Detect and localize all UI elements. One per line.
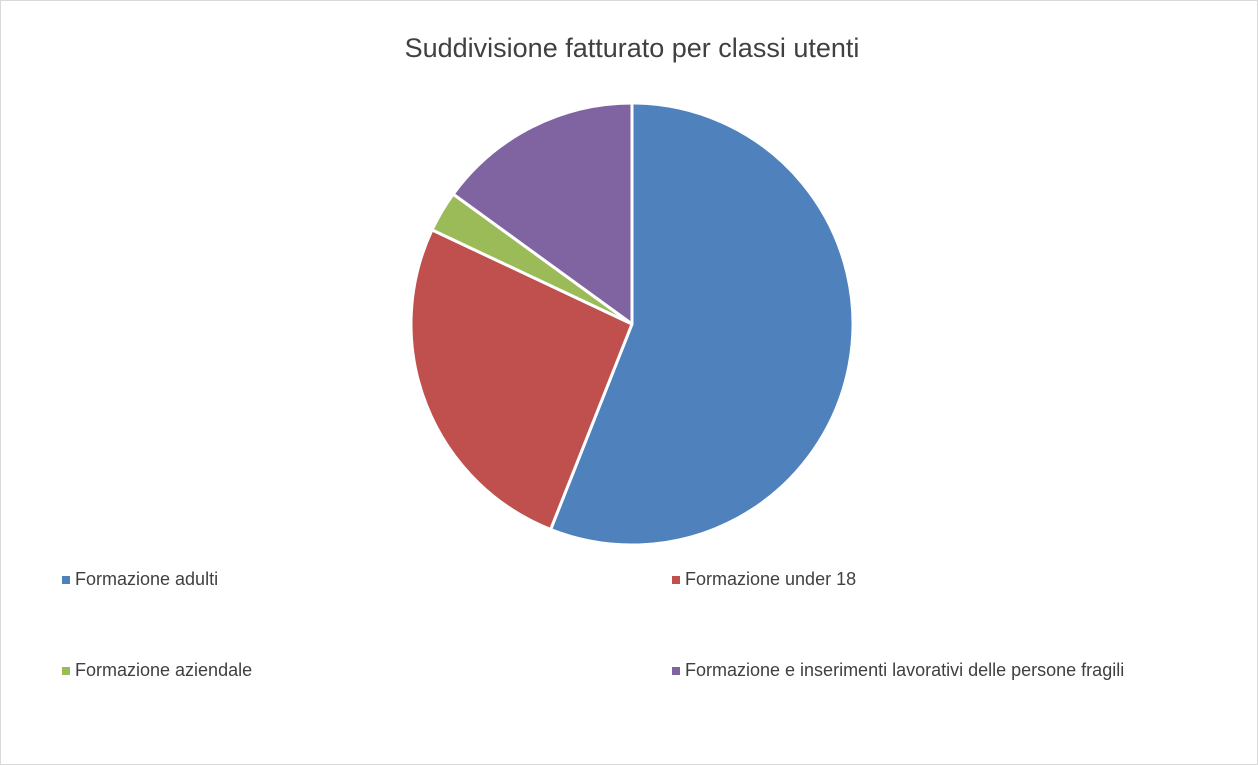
legend-swatch	[672, 667, 680, 675]
legend-label: Formazione under 18	[685, 569, 856, 589]
pie-slice	[549, 101, 855, 547]
legend-label: Formazione aziendale	[75, 660, 252, 680]
legend-swatch	[62, 576, 70, 584]
chart-title: Suddivisione fatturato per classi utenti	[405, 33, 860, 63]
legend-label: Formazione e inserimenti lavorativi dell…	[685, 660, 1124, 680]
pie-slice	[409, 228, 634, 531]
pie-slice	[451, 101, 634, 326]
legend-label: Formazione adulti	[75, 569, 218, 589]
legend-swatch	[672, 576, 680, 584]
legend-swatch	[62, 667, 70, 675]
